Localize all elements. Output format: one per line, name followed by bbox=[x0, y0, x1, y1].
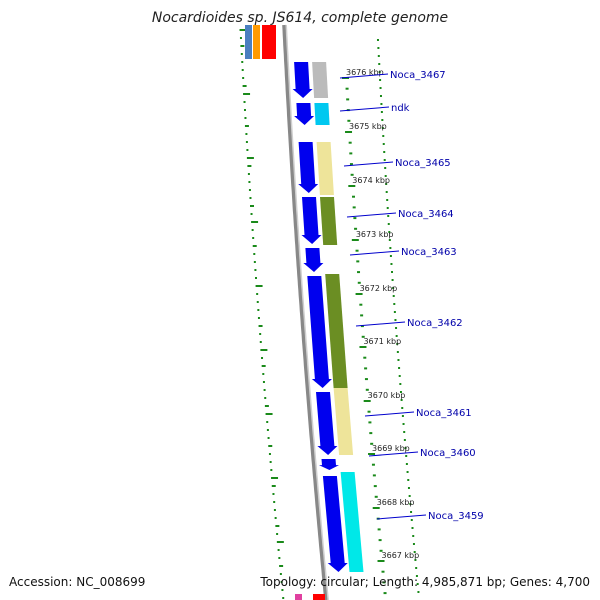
cds-arrow-ndk bbox=[294, 103, 315, 125]
category-block-noca_3462 bbox=[325, 274, 348, 388]
gc-skew-ring bbox=[239, 29, 420, 599]
gene-label-noca_3461: Noca_3461 bbox=[416, 408, 472, 419]
bottom-feature-pink bbox=[295, 594, 302, 600]
gene-label-noca_3460: Noca_3460 bbox=[420, 448, 476, 459]
cds-arrow-noca_3467 bbox=[292, 62, 313, 98]
leader-line bbox=[376, 514, 427, 520]
category-block-noca_3461 bbox=[333, 388, 354, 455]
gene-label-noca_3463: Noca_3463 bbox=[401, 247, 457, 258]
tick-label: 3670 kbp bbox=[368, 391, 406, 400]
category-block-noca_3459 bbox=[340, 472, 364, 572]
tick-label: 3672 kbp bbox=[360, 284, 398, 293]
scale-ticks: 3676 kbp 3675 kbp 3674 kbp 3673 kbp 3672 kbp… bbox=[341, 68, 420, 595]
category-block-ndk bbox=[314, 103, 330, 125]
top-feature-blue bbox=[245, 25, 252, 59]
category-block-noca_3464 bbox=[320, 197, 338, 245]
backbone-line bbox=[282, 24, 329, 600]
cds-arrow-noca_3461 bbox=[316, 392, 338, 455]
adjacent-features-top bbox=[245, 25, 276, 59]
cds-track bbox=[292, 62, 348, 572]
category-block-noca_3465 bbox=[316, 142, 334, 195]
top-feature-orange bbox=[253, 25, 260, 59]
genome-backbone bbox=[282, 24, 329, 600]
tick-label: 3675 kbp bbox=[349, 122, 387, 131]
top-feature-red bbox=[262, 25, 276, 59]
cds-arrow-noca_3463 bbox=[303, 248, 324, 272]
tick-label: 3667 kbp bbox=[382, 551, 420, 560]
gene-label-noca_3459: Noca_3459 bbox=[428, 511, 484, 522]
leader-line bbox=[355, 321, 406, 327]
map-title: Nocardioides sp. JS614, complete genome bbox=[151, 10, 449, 26]
category-track bbox=[312, 62, 364, 572]
gene-label-noca_3462: Noca_3462 bbox=[407, 318, 463, 329]
tick-label: 3668 kbp bbox=[377, 498, 415, 507]
leader-line bbox=[346, 212, 397, 218]
backbone-shade bbox=[285, 24, 329, 600]
leader-line bbox=[339, 73, 389, 79]
cds-arrow-noca_3462 bbox=[307, 276, 332, 388]
category-block-noca_3467 bbox=[312, 62, 329, 98]
gene-label-noca_3465: Noca_3465 bbox=[395, 158, 451, 169]
cds-arrow-noca_3459 bbox=[322, 476, 348, 572]
leader-line bbox=[343, 161, 394, 167]
gene-label-noca_3464: Noca_3464 bbox=[398, 209, 454, 220]
leader-line bbox=[349, 250, 400, 256]
tick-label: 3671 kbp bbox=[363, 337, 401, 346]
tick-label: 3676 kbp bbox=[346, 68, 384, 77]
genome-summary-text: Topology: circular; Length: 4,985,871 bp… bbox=[260, 575, 590, 589]
tick-label: 3673 kbp bbox=[356, 230, 394, 239]
leader-line bbox=[368, 451, 419, 457]
tick-label: 3674 kbp bbox=[352, 176, 390, 185]
cds-arrow-noca_3464 bbox=[301, 197, 322, 244]
accession-text: Accession: NC_008699 bbox=[9, 575, 146, 589]
leader-line bbox=[364, 411, 415, 417]
adjacent-features-bottom bbox=[295, 594, 325, 600]
leader-line bbox=[339, 106, 390, 112]
cds-arrow-noca_3465 bbox=[298, 142, 319, 193]
gene-label-ndk: ndk bbox=[391, 103, 410, 114]
cds-arrow-noca_3460 bbox=[319, 459, 339, 470]
bottom-feature-red bbox=[313, 594, 325, 600]
gene-label-noca_3467: Noca_3467 bbox=[390, 70, 446, 81]
tick-label: 3669 kbp bbox=[372, 444, 410, 453]
